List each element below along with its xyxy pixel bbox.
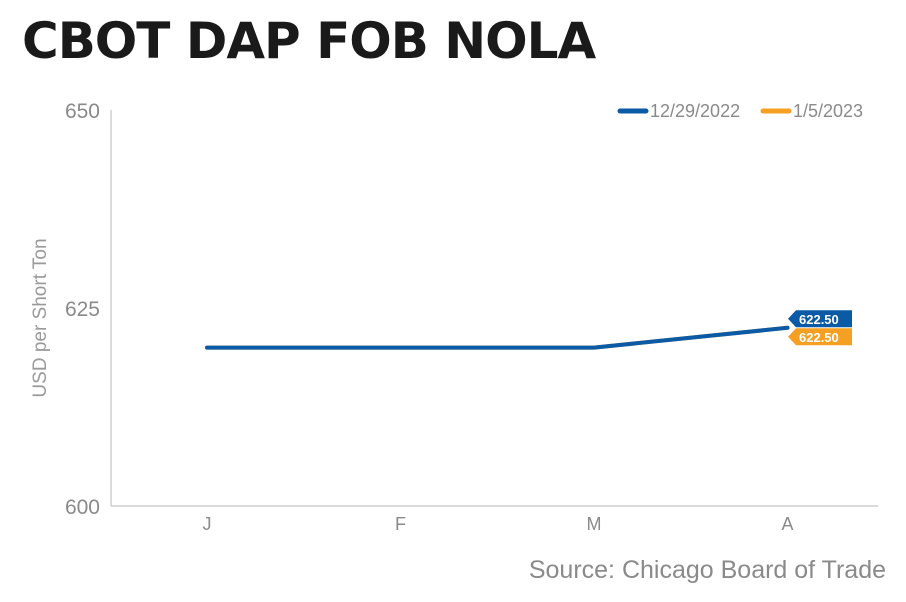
source-note: Source: Chicago Board of Trade [528,556,886,584]
chart-title: CBOT DAP FOB NOLA [22,12,596,70]
chart-data-labels: 622.50 622.50 [788,310,852,346]
y-tick-label: 600 [65,496,100,519]
data-label-tag-0 [788,310,852,328]
y-tick-label: 650 [65,100,100,123]
y-tick-label: 625 [65,298,100,321]
chart-axes: 600 625 650 J F M A [65,100,878,534]
x-tick-label: J [203,514,212,534]
data-label-tag-1 [788,328,852,346]
data-label-0: 622.50 [799,312,839,327]
data-label-1: 622.50 [799,330,839,345]
x-tick-label: A [781,514,793,534]
chart-lines [205,325,790,350]
legend-label-0: 12/29/2022 [650,101,740,121]
x-tick-label: M [587,514,602,534]
series-line-0 [205,325,790,350]
legend-label-1: 1/5/2023 [793,101,863,121]
y-axis-label: USD per Short Ton [30,238,51,397]
chart-legend: 12/29/2022 1/5/2023 [617,101,863,121]
x-tick-label: F [395,514,406,534]
